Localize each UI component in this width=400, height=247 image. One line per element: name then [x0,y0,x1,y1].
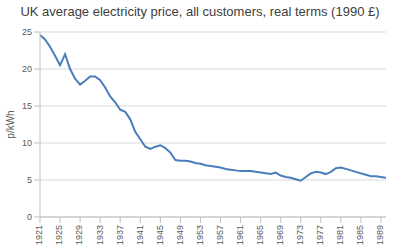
svg-text:1933: 1933 [95,225,105,245]
svg-text:1961: 1961 [235,225,245,245]
svg-text:1953: 1953 [195,225,205,245]
svg-text:1929: 1929 [75,225,85,245]
svg-text:0: 0 [27,212,32,222]
svg-text:1945: 1945 [155,225,165,245]
svg-text:1973: 1973 [295,225,305,245]
html-text:UK average electricity price,: UK average electricity price, all custom… [20,4,380,19]
svg-text:1981: 1981 [335,225,345,245]
svg-text:5: 5 [27,175,32,185]
svg-text:1989: 1989 [375,225,385,245]
svg-text:25: 25 [22,27,32,37]
svg-text:1925: 1925 [54,225,64,245]
svg-text:15: 15 [22,101,32,111]
svg-text:1941: 1941 [135,225,145,245]
svg-text:1977: 1977 [315,225,325,245]
svg-text:10: 10 [22,138,32,148]
svg-text:p/kWh: p/kWh [8,110,16,138]
svg-text:1957: 1957 [215,225,225,245]
svg-text:1985: 1985 [355,225,365,245]
svg-text:1921: 1921 [34,225,44,245]
svg-text:20: 20 [22,64,32,74]
svg-text:1937: 1937 [115,225,125,245]
svg-text:1949: 1949 [175,225,185,245]
svg-text:1969: 1969 [275,225,285,245]
svg-text:1965: 1965 [255,225,265,245]
